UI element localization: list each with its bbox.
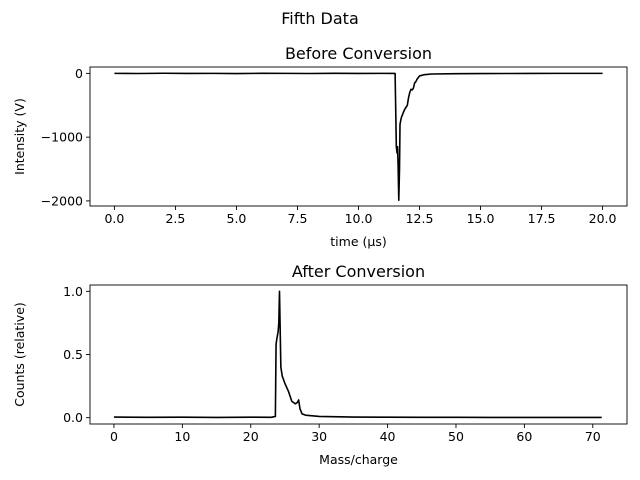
y-tick-label: 0.5 bbox=[63, 347, 83, 362]
y-axis-label: Counts (relative) bbox=[12, 302, 27, 407]
x-tick-label: 10 bbox=[174, 429, 190, 444]
x-tick-label: 40 bbox=[380, 429, 396, 444]
y-tick-label: 1.0 bbox=[63, 284, 83, 299]
x-tick-label: 0.0 bbox=[104, 211, 124, 226]
x-tick-label: 15.0 bbox=[467, 211, 495, 226]
subplot-after-conversion: 0 10 20 30 40 50 60 70 0.0 0.5 1.0 After Conversion… bbox=[12, 262, 628, 467]
x-tick-label: 20 bbox=[243, 429, 259, 444]
x-tick-label: 7.5 bbox=[288, 211, 308, 226]
y-tick-label: 0 bbox=[75, 66, 83, 81]
x-tick-label: 10.0 bbox=[345, 211, 373, 226]
y-tick-label: −2000 bbox=[41, 193, 83, 208]
x-tick-label: 60 bbox=[516, 429, 532, 444]
x-tick-label: 2.5 bbox=[165, 211, 185, 226]
x-tick-label: 17.5 bbox=[528, 211, 556, 226]
y-axis-label: Intensity (V) bbox=[12, 98, 27, 175]
figure-title: Fifth Data bbox=[281, 9, 359, 28]
x-axis-label: time (μs) bbox=[330, 234, 386, 249]
y-tick-label: 0.0 bbox=[63, 410, 83, 425]
x-tick-label: 20.0 bbox=[589, 211, 617, 226]
x-tick-label: 30 bbox=[311, 429, 327, 444]
series-line-0 bbox=[114, 72, 603, 202]
subplot-title: After Conversion bbox=[292, 262, 425, 281]
series-line-0 bbox=[113, 290, 602, 419]
x-tick-label: 12.5 bbox=[406, 211, 434, 226]
x-tick-label: 50 bbox=[448, 429, 464, 444]
y-tick-label: −1000 bbox=[41, 130, 83, 145]
subplot-before-conversion: 0.0 2.5 5.0 7.5 10.0 12.5 15.0 17.5 20.0 0 −1000 −2… bbox=[12, 44, 628, 249]
subplot-title: Before Conversion bbox=[285, 44, 432, 63]
x-tick-label: 0 bbox=[110, 429, 118, 444]
x-axis-label: Mass/charge bbox=[319, 452, 398, 467]
x-tick-label: 70 bbox=[585, 429, 601, 444]
x-tick-label: 5.0 bbox=[227, 211, 247, 226]
